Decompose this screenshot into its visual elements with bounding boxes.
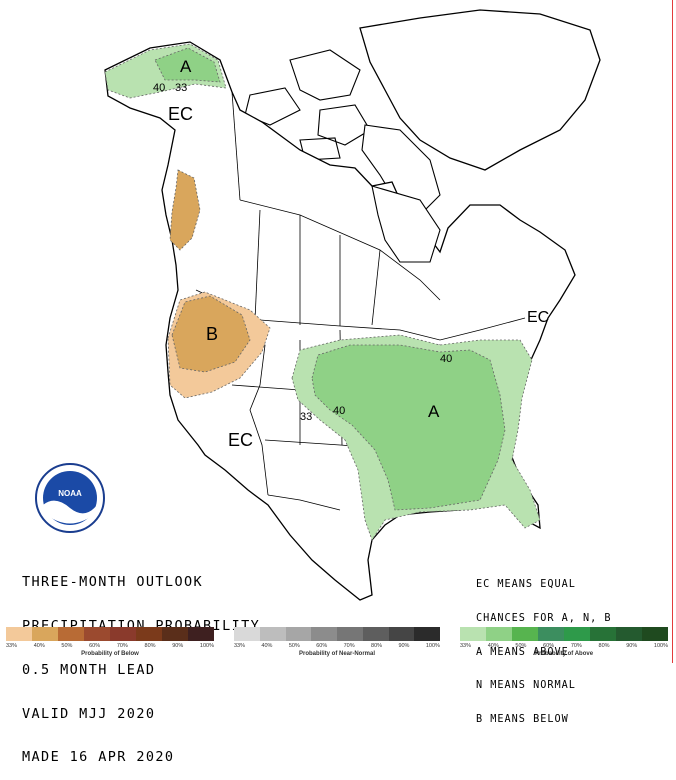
scale-above-caption: Probability of Above (534, 651, 594, 657)
map-label-southwest-ec: EC (228, 430, 253, 450)
scale-swatch (259, 627, 286, 641)
scale-tick-label: 100% (199, 643, 214, 649)
scale-tick-label: 70% (116, 643, 128, 649)
scale-swatch (590, 627, 616, 641)
scale-swatch (234, 627, 260, 641)
scale-tick-label: 60% (89, 643, 101, 649)
map-label-central-40: 40 (333, 405, 345, 417)
scale-swatch (32, 627, 58, 641)
scale-tick-label: 50% (61, 643, 73, 649)
scale-swatch (311, 627, 337, 641)
scale-tick-label: 50% (515, 643, 527, 649)
map-label-central-a: A (428, 402, 440, 421)
map-label-east-40: 40 (440, 353, 452, 365)
scale-swatch (362, 627, 389, 641)
map-label-northwest-b: B (206, 324, 218, 344)
scale-swatch (538, 627, 564, 641)
scale-swatch (564, 627, 590, 641)
scale-swatch (162, 627, 188, 641)
scale-below-caption: Probability of Below (81, 651, 139, 657)
scale-tick-label: 100% (425, 643, 440, 649)
scale-swatch (285, 627, 312, 641)
hudson-bay (371, 185, 441, 263)
scale-above: 33% 40% 50% 60% 70% 80% 90% 100% Probability of… (460, 627, 668, 663)
scale-swatch (337, 627, 363, 641)
map-label-alaska-a: A (180, 57, 192, 76)
scale-tick-label: 100% (653, 643, 668, 649)
northwest-below-core (171, 295, 251, 373)
scale-swatch (136, 627, 162, 641)
scale-swatch (512, 627, 538, 641)
scale-tick-label: 40% (261, 643, 273, 649)
legend-line-1: EC MEANS EQUAL (476, 579, 576, 591)
title-line-5: MADE 16 APR 2020 (22, 749, 175, 766)
precipitation-outlook-map: A 40 33 EC B EC A 33 40 40 EC NOAA (35, 9, 601, 601)
scale-tick-label: 90% (626, 643, 638, 649)
frame-edge-line (672, 0, 673, 663)
legend-line-3: A MEANS ABOVE (476, 646, 569, 658)
scale-below: 33% 40% 50% 60% 70% 80% 90% 100% Probability of… (6, 627, 214, 663)
legend-line-5: B MEANS BELOW (476, 713, 569, 725)
scale-tick-label: 80% (144, 643, 156, 649)
scale-below-bar (6, 627, 214, 641)
map-label-northeast-ec: EC (527, 309, 549, 326)
noaa-logo: NOAA (35, 463, 105, 533)
scale-swatch (486, 627, 512, 641)
scale-tick-label: 90% (398, 643, 410, 649)
scale-near-normal-caption: Probability of Near-Normal (298, 651, 375, 657)
scale-near-normal-bar (234, 627, 440, 641)
scale-tick-label: 60% (316, 643, 328, 649)
scale-near-normal-ticks: 33% 40% 50% 60% 70% 80% 90% 100% (234, 643, 440, 649)
scale-tick-label: 33% (234, 643, 246, 649)
scale-tick-label: 70% (343, 643, 355, 649)
scale-tick-label: 60% (543, 643, 555, 649)
scale-tick-label: 80% (371, 643, 383, 649)
legend-line-2: CHANCES FOR A, N, B (476, 613, 612, 625)
scale-swatch (110, 627, 136, 641)
map-label-alaska-40: 40 (153, 82, 165, 94)
scale-tick-label: 90% (172, 643, 184, 649)
scale-below-ticks: 33% 40% 50% 60% 70% 80% 90% 100% (6, 643, 214, 649)
scale-swatch (414, 627, 440, 641)
map-label-alaska-33: 33 (175, 82, 187, 94)
scale-above-bar (460, 627, 668, 641)
scale-above-ticks: 33% 40% 50% 60% 70% 80% 90% 100% (460, 643, 668, 649)
legend-line-4: N MEANS NORMAL (476, 680, 576, 692)
bc-coast-below-region (169, 169, 201, 251)
scale-swatch (460, 627, 486, 641)
scale-swatch (58, 627, 84, 641)
scale-near-normal: 33% 40% 50% 60% 70% 80% 90% 100% Probability of… (234, 627, 440, 663)
central-above-core (311, 344, 506, 511)
title-line-3: 0.5 MONTH LEAD (22, 661, 156, 678)
greenland-outline (359, 9, 601, 171)
map-label-central-33: 33 (300, 411, 312, 423)
scale-swatch (188, 627, 214, 641)
scale-tick-label: 70% (570, 643, 582, 649)
scale-tick-label: 80% (598, 643, 610, 649)
scale-swatch (642, 627, 668, 641)
noaa-logo-text: NOAA (58, 489, 82, 498)
scale-swatch (616, 627, 642, 641)
scale-tick-label: 33% (460, 643, 472, 649)
scale-tick-label: 40% (33, 643, 45, 649)
alaska-above-core (154, 47, 221, 83)
scale-swatch (388, 627, 415, 641)
arctic-islands (224, 49, 371, 161)
scale-tick-label: 40% (487, 643, 499, 649)
title-line-4: VALID MJJ 2020 (22, 705, 156, 722)
scale-swatch (6, 627, 32, 641)
scale-tick-label: 33% (6, 643, 18, 649)
title-line-1: THREE-MONTH OUTLOOK (22, 574, 204, 591)
scale-tick-label: 50% (288, 643, 300, 649)
scale-swatch (84, 627, 110, 641)
map-label-alaska-ec: EC (168, 104, 193, 124)
